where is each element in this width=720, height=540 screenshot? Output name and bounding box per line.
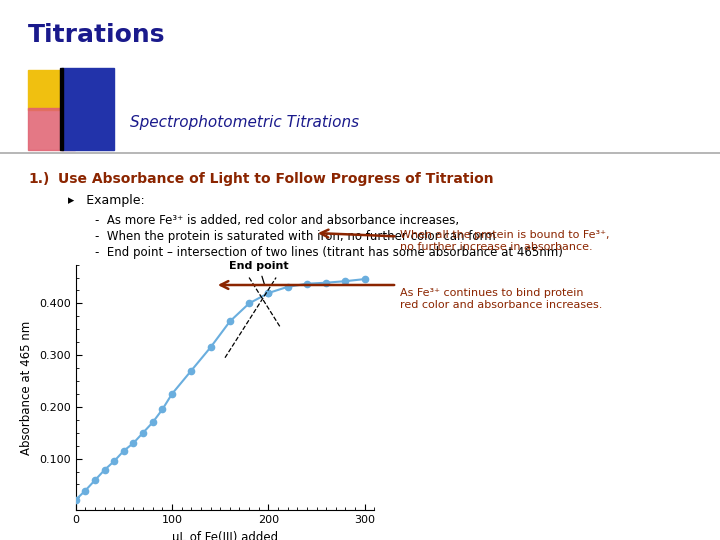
Text: ▸   Example:: ▸ Example: [68, 194, 145, 207]
Y-axis label: Absorbance at 465 nm: Absorbance at 465 nm [20, 320, 33, 455]
Bar [62, 68, 114, 150]
Text: End point: End point [229, 261, 289, 285]
X-axis label: μL of Fe(III) added: μL of Fe(III) added [172, 531, 278, 540]
Text: As Fe³⁺ continues to bind protein
red color and absorbance increases.: As Fe³⁺ continues to bind protein red co… [400, 288, 603, 309]
Bar [28, 108, 75, 150]
Text: Use Absorbance of Light to Follow Progress of Titration: Use Absorbance of Light to Follow Progre… [58, 172, 494, 186]
Text: -  When the protein is saturated with iron, no further color can form: - When the protein is saturated with iro… [95, 230, 496, 243]
Bar [60, 68, 63, 150]
Text: -  As more Fe³⁺ is added, red color and absorbance increases,: - As more Fe³⁺ is added, red color and a… [95, 214, 459, 227]
Text: When all the protein is bound to Fe³⁺,
no further increase in absorbance.: When all the protein is bound to Fe³⁺, n… [320, 230, 610, 252]
Text: Spectrophotometric Titrations: Spectrophotometric Titrations [130, 114, 359, 130]
Bar [28, 70, 75, 110]
Text: -  End point – intersection of two lines (titrant has some absorbance at 465nm): - End point – intersection of two lines … [95, 246, 563, 259]
Text: Titrations: Titrations [28, 23, 166, 47]
Text: 1.): 1.) [28, 172, 50, 186]
